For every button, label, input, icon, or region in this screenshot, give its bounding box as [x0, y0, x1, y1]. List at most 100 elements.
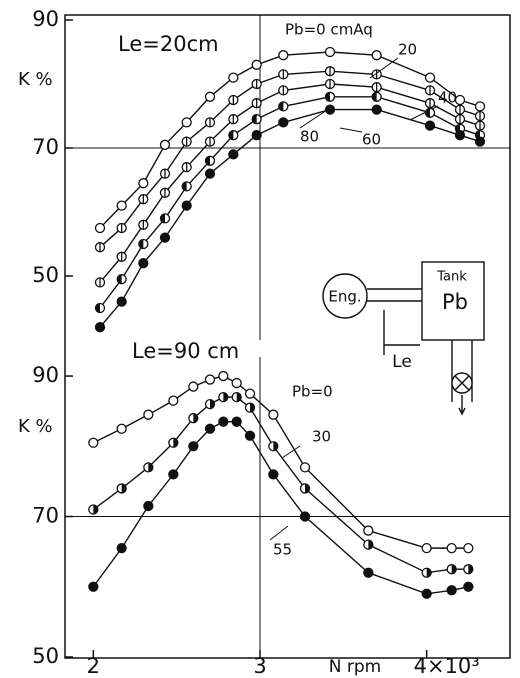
point: [363, 525, 374, 536]
point-part: [252, 114, 257, 124]
point: [231, 377, 242, 389]
point: [371, 104, 382, 115]
point-part: [148, 462, 153, 472]
point: [251, 78, 262, 90]
point: [188, 413, 199, 424]
series-line: [99, 70, 481, 248]
point-part: [182, 181, 187, 191]
point-part: [204, 91, 216, 102]
point: [159, 187, 171, 198]
point-part: [168, 469, 179, 480]
point: [251, 130, 262, 141]
point-part: [251, 59, 262, 70]
point: [228, 114, 239, 125]
label-leader: [299, 107, 331, 129]
point-part: [116, 200, 127, 211]
y-tick-label: 90: [32, 363, 59, 387]
point: [324, 91, 336, 102]
point: [204, 398, 216, 410]
point-part: [372, 92, 377, 102]
point: [474, 120, 486, 131]
point: [143, 462, 154, 473]
point-part: [231, 416, 242, 427]
y-tick-label: 50: [32, 263, 59, 287]
label-leader: [281, 445, 301, 459]
point-part: [325, 92, 330, 102]
length-label: Le: [392, 352, 412, 372]
point: [94, 222, 106, 234]
point: [324, 78, 336, 90]
point: [204, 168, 216, 179]
point: [181, 181, 192, 192]
point-part: [454, 130, 466, 141]
point-part: [223, 392, 228, 402]
point: [231, 391, 242, 403]
point: [116, 296, 127, 307]
point: [116, 483, 127, 494]
point-part: [368, 540, 373, 550]
point: [94, 277, 106, 288]
point: [324, 46, 336, 58]
series-label: 40: [438, 89, 457, 107]
point-part: [143, 409, 154, 420]
point-part: [138, 258, 149, 269]
point: [228, 94, 239, 106]
point-part: [268, 409, 279, 420]
point-part: [425, 108, 430, 118]
point: [143, 500, 154, 512]
point: [251, 114, 262, 125]
point: [138, 238, 149, 250]
point-part: [446, 585, 457, 596]
point: [181, 136, 192, 147]
point-part: [116, 542, 127, 554]
point-part: [95, 303, 100, 313]
point-part: [159, 232, 171, 243]
point: [94, 302, 106, 314]
point: [204, 117, 216, 128]
point-part: [138, 239, 144, 249]
point: [228, 72, 239, 83]
point: [143, 409, 154, 420]
point: [268, 409, 279, 420]
label-leader: [409, 105, 439, 121]
point-part: [305, 483, 310, 493]
series-line: [99, 96, 481, 309]
point: [138, 178, 149, 189]
point: [188, 441, 199, 452]
point: [299, 511, 311, 522]
point-part: [116, 423, 127, 434]
point: [204, 423, 216, 434]
point: [228, 149, 239, 160]
point-part: [88, 581, 99, 592]
point: [218, 370, 229, 382]
point: [371, 82, 382, 93]
point-part: [188, 441, 199, 452]
point: [168, 437, 179, 448]
point: [88, 437, 99, 448]
point: [421, 542, 432, 554]
point: [421, 588, 432, 599]
point: [218, 391, 229, 403]
point: [204, 91, 216, 102]
point: [204, 374, 216, 385]
point-part: [88, 437, 99, 448]
point-part: [474, 136, 486, 147]
label-leader: [339, 127, 363, 133]
point-part: [231, 377, 242, 389]
point-part: [371, 50, 382, 61]
series-label: Pb=0: [292, 383, 333, 401]
point: [159, 232, 171, 243]
point: [424, 85, 436, 96]
point: [424, 107, 436, 118]
point-part: [168, 395, 179, 406]
point: [244, 430, 256, 441]
point-part: [121, 483, 127, 493]
point: [474, 110, 486, 122]
y-tick-label: 90: [32, 7, 59, 31]
point: [446, 585, 457, 596]
point: [218, 416, 229, 427]
point-part: [426, 568, 432, 578]
point-part: [463, 581, 474, 592]
point-part: [451, 564, 457, 574]
point-part: [117, 274, 122, 284]
